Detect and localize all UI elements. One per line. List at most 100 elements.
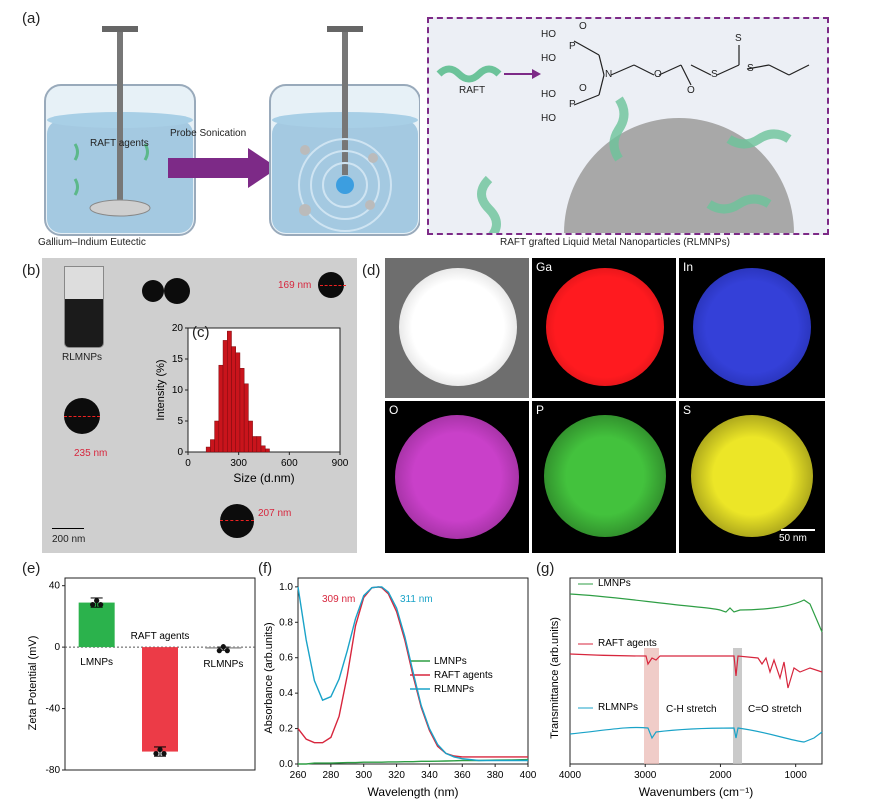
zeta-category-label: RLMNPs	[203, 659, 243, 670]
eds-s-map: S 50 nm	[679, 401, 825, 553]
x-tick-label: 380	[487, 770, 504, 781]
chem-s2: S	[735, 33, 742, 44]
chem-ho1: HO	[541, 29, 556, 40]
chem-n: N	[605, 69, 613, 80]
ftir-xlabel: Wavenumbers (cm⁻¹)	[639, 785, 754, 799]
hist-ylabel: Intensity (%)	[155, 359, 167, 420]
zeta-bar	[142, 647, 178, 752]
ch-band	[644, 648, 659, 764]
uv-chart: 260 280 300 320 340 360 380 400 0.0 0.2 0.4 0.6 0.8 1…	[263, 577, 537, 799]
y-tick-label: 0.6	[279, 653, 293, 664]
histogram-bar	[205, 446, 211, 453]
histogram-bar	[252, 436, 258, 453]
size-line	[64, 416, 100, 417]
y-tick-label: 0.8	[279, 617, 293, 628]
size-169-label: 169 nm	[278, 280, 312, 291]
ch-stretch-label: C-H stretch	[666, 704, 717, 715]
zeta-ylabel: Zeta Potential (mV)	[27, 636, 39, 731]
chem-p2: P	[569, 99, 576, 110]
histogram-bar	[235, 352, 241, 453]
peak-311-label: 311 nm	[400, 594, 433, 605]
panel-e-label: (e)	[22, 560, 41, 577]
x-tick-label: 0	[185, 458, 191, 469]
particle	[220, 504, 254, 538]
histogram-bar	[239, 368, 245, 453]
y-tick-label: 0.4	[279, 688, 293, 699]
panel-a-label: (a)	[22, 10, 41, 27]
x-tick-label: 1000	[785, 770, 808, 781]
chem-p1: P	[569, 41, 576, 52]
chem-s3: S	[747, 63, 754, 74]
y-tick-label: 0.2	[279, 724, 293, 735]
replicate-point	[157, 746, 163, 753]
y-tick-label: 10	[172, 385, 184, 396]
sonication-arrow	[168, 148, 278, 188]
x-tick-label: 400	[520, 770, 537, 781]
chem-o3: O	[654, 69, 662, 80]
chem-s1: S	[711, 69, 718, 80]
y-tick-label: 20	[172, 323, 184, 334]
ftir-label-rlmnps: RLMNPs	[598, 702, 638, 713]
panel-b-label: (b)	[22, 262, 41, 279]
ftir-rlmnps-line	[569, 726, 823, 743]
gallium-indium-caption: Gallium–Indium Eutectic	[38, 237, 146, 248]
ftir-raft-line	[569, 653, 823, 689]
rlmnps-vial	[64, 266, 104, 348]
eds-o-map: O	[385, 401, 529, 553]
replicate-point	[216, 648, 222, 654]
probe-sonication-label: Probe Sonication	[170, 128, 247, 139]
hist-xlabel: Size (d.nm)	[233, 471, 294, 485]
scale-bar	[52, 528, 84, 529]
zeta-chart: 40 0 -40 -80 LMNPs RAFT agents RLMNPs Zeta Pot…	[27, 577, 256, 776]
size-235-label: 235 nm	[74, 448, 108, 459]
legend-label: RAFT agents	[434, 670, 493, 681]
eds-p-label: P	[536, 403, 545, 417]
y-tick-label: 0	[54, 642, 60, 653]
x-tick-label: 4000	[559, 770, 582, 781]
histogram-bar	[260, 445, 266, 453]
y-tick-label: 5	[177, 416, 183, 427]
uv-ylabel: Absorbance (arb.units)	[263, 622, 275, 733]
ftir-lmnps-line	[569, 593, 823, 633]
vial-label: RLMNPs	[62, 352, 103, 363]
scale-bar-label: 200 nm	[52, 534, 86, 545]
legend-label: RLMNPs	[434, 684, 474, 695]
histogram-bar	[256, 436, 262, 453]
eds-scale-bar	[781, 529, 815, 531]
x-tick-label: 280	[323, 770, 340, 781]
ftir-label-lmnps: LMNPs	[598, 578, 631, 589]
replicate-point	[153, 750, 159, 757]
x-tick-label: 340	[421, 770, 438, 781]
y-tick-label: -40	[46, 704, 61, 715]
x-tick-label: 3000	[634, 770, 657, 781]
eds-s-label: S	[683, 403, 692, 417]
histogram-bar	[222, 340, 228, 453]
x-tick-label: 600	[281, 458, 298, 469]
zeta-bar	[78, 602, 115, 648]
raft-agents-label: RAFT agents	[90, 138, 149, 149]
size-line	[220, 520, 254, 521]
histogram-bar	[210, 439, 215, 453]
x-tick-label: 900	[332, 458, 349, 469]
y-tick-label: -80	[46, 765, 61, 776]
ftir-label-raft: RAFT agents	[598, 638, 657, 649]
zeta-category-label: RAFT agents	[131, 631, 190, 642]
eds-ga-label: Ga	[536, 260, 553, 274]
particle	[142, 280, 164, 302]
y-tick-label: 0	[177, 447, 183, 458]
beaker-left	[44, 26, 196, 236]
panel-f-label: (f)	[258, 560, 273, 577]
raft-label: RAFT	[459, 85, 486, 96]
y-tick-label: 1.0	[279, 582, 293, 593]
size-207-label: 207 nm	[258, 508, 292, 519]
histogram-bar	[243, 383, 249, 453]
chem-o1: O	[579, 21, 587, 32]
ftir-ylabel: Transmittance (arb.units)	[549, 617, 561, 739]
replicate-point	[224, 648, 230, 654]
x-tick-label: 260	[290, 770, 307, 781]
co-stretch-label: C=O stretch	[748, 704, 802, 715]
chem-ho4: HO	[541, 113, 556, 124]
panel-g-label: (g)	[536, 560, 555, 577]
x-tick-label: 2000	[709, 770, 732, 781]
replicate-point	[220, 644, 226, 650]
